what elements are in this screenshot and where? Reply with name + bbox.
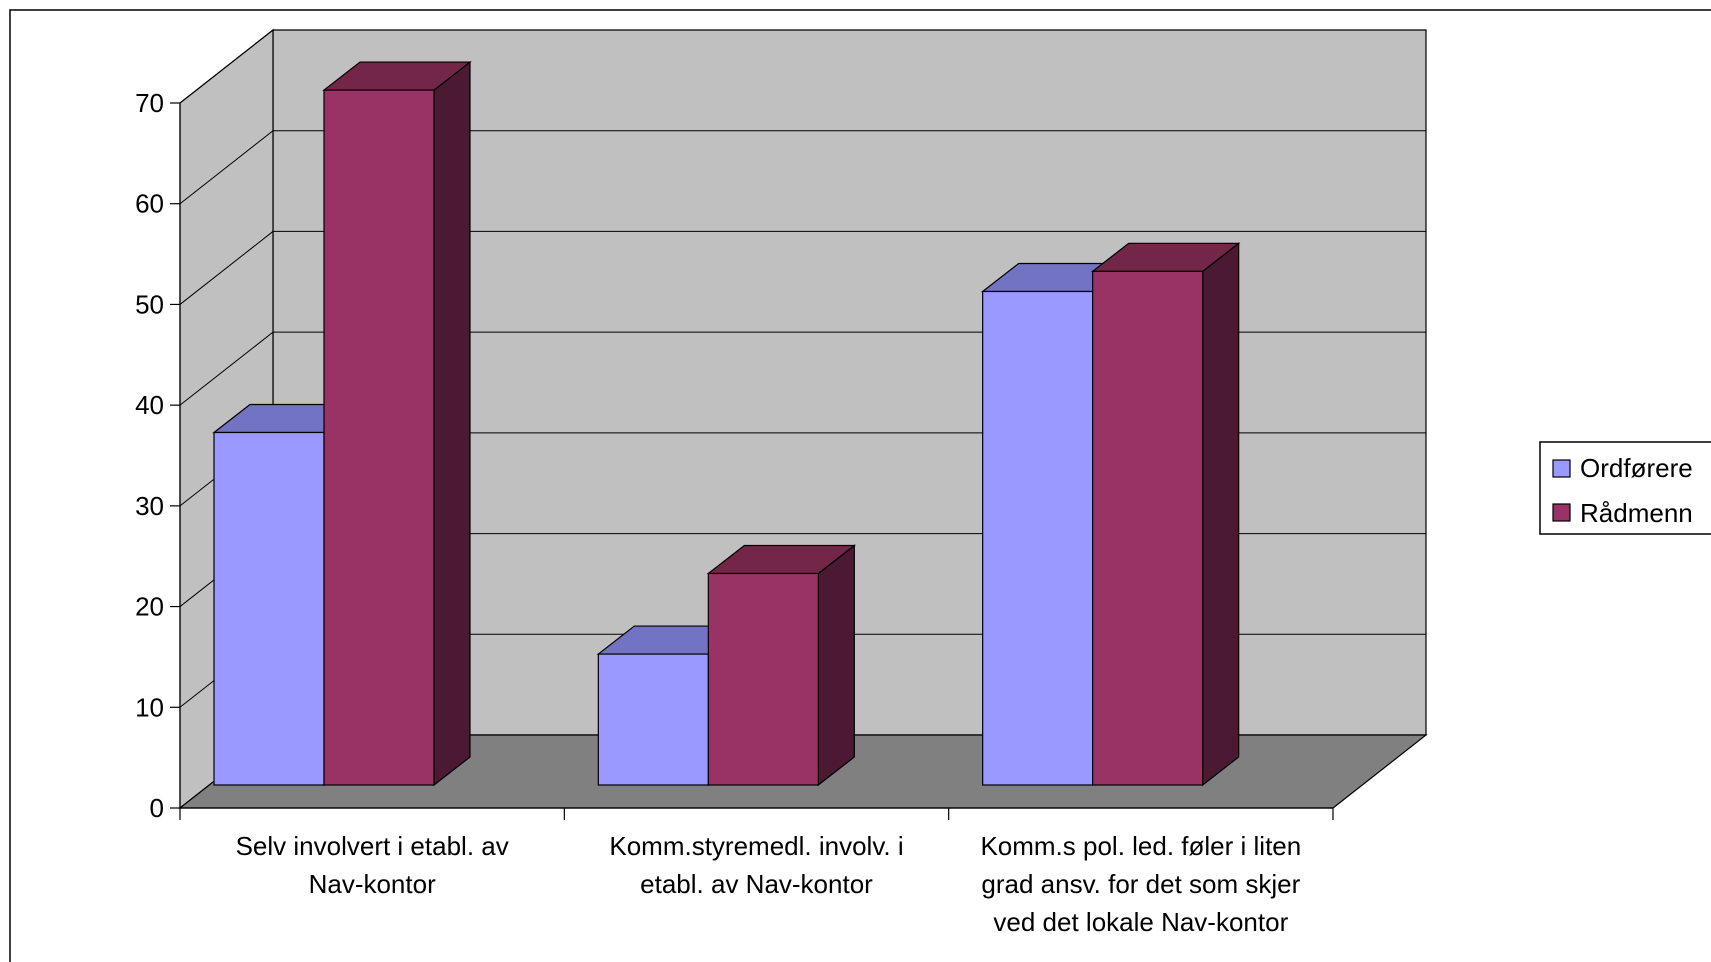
y-tick-label: 50	[135, 289, 164, 319]
y-tick-label: 0	[150, 793, 164, 823]
y-tick-label: 60	[135, 189, 164, 219]
bar-radmenn-2	[1090, 242, 1241, 787]
bar-front	[1092, 270, 1204, 786]
bar-side	[433, 60, 471, 787]
category-label-line: etabl. av Nav-kontor	[640, 869, 873, 899]
category-label: Selv involvert i etabl. av Nav-kontor	[236, 831, 509, 899]
gridline	[179, 29, 1426, 104]
bar-side	[1202, 242, 1240, 787]
bar-front	[982, 290, 1094, 786]
y-tick-label: 40	[135, 390, 164, 420]
y-axis-tick-labels: 0 10 20 30 40 50 60 70	[135, 88, 180, 823]
bar-radmenn-0	[322, 60, 472, 787]
legend-swatch-radmenn	[1552, 503, 1571, 522]
gridline	[179, 230, 1426, 305]
y-tick-label: 20	[135, 592, 164, 622]
bar-side	[817, 544, 855, 787]
category-label-line: Komm.s pol. led. føler i liten	[980, 831, 1301, 861]
x-axis-category-labels: Selv involvert i etabl. av Nav-kontor Komm…	[236, 831, 1302, 937]
legend: Ordførere Rådmenn	[1539, 441, 1711, 535]
category-label-line: Komm.styremedl. involv. i	[609, 831, 903, 861]
legend-label-radmenn: Rådmenn	[1580, 498, 1693, 528]
legend-box	[1539, 441, 1711, 535]
axes	[179, 103, 1334, 820]
legend-label-ordforere: Ordførere	[1580, 453, 1693, 483]
category-label-line: grad ansv. for det som skjer	[981, 869, 1300, 899]
category-label-line: ved det lokale Nav-kontor	[993, 907, 1288, 937]
category-label: Komm.s pol. led. føler i liten grad ansv.…	[980, 831, 1301, 937]
bars	[212, 60, 1241, 787]
gridline	[179, 130, 1426, 205]
y-tick-label: 30	[135, 491, 164, 521]
bar-front	[597, 653, 709, 786]
bar-front	[707, 572, 819, 786]
legend-swatch-ordforere	[1552, 459, 1571, 478]
y-tick-label: 70	[135, 88, 164, 118]
category-label: Komm.styremedl. involv. i etabl. av Nav-k…	[609, 831, 903, 899]
category-label-line: Selv involvert i etabl. av	[236, 831, 509, 861]
y-tick-label: 10	[135, 692, 164, 722]
category-label-line: Nav-kontor	[309, 869, 436, 899]
bar-front	[213, 431, 325, 786]
bar-front	[323, 89, 435, 786]
bar-radmenn-1	[706, 544, 857, 787]
